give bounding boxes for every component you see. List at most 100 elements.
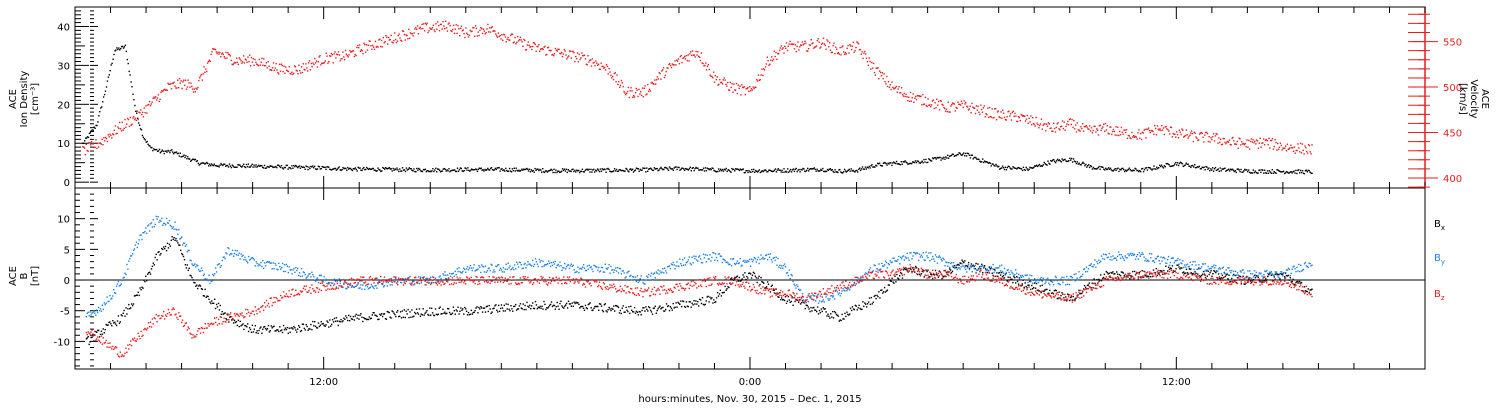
b-bx-point <box>916 273 919 276</box>
velocity-point <box>708 68 710 71</box>
density-point <box>363 166 365 169</box>
b-by-point <box>486 270 489 272</box>
velocity-point <box>358 47 360 49</box>
b-bx-point <box>248 327 251 329</box>
b-bx-point <box>517 308 520 310</box>
velocity-point <box>910 100 913 102</box>
b-bx-point <box>1163 269 1165 272</box>
b-by-point <box>514 264 516 266</box>
velocity-point <box>226 57 228 59</box>
density-point <box>1206 166 1208 168</box>
b-bx-point <box>840 319 842 322</box>
velocity-point <box>367 44 370 46</box>
b-bx-point <box>498 310 501 312</box>
density-point <box>233 166 235 168</box>
density-point <box>642 167 644 169</box>
density-point <box>879 164 882 167</box>
b-bx-point <box>1043 290 1045 292</box>
b-bx-point <box>1066 293 1069 295</box>
b-bx-point <box>1049 289 1051 292</box>
velocity-point <box>736 92 739 95</box>
b-bx-point <box>418 308 421 310</box>
b-bx-point <box>937 276 940 278</box>
density-point <box>628 171 630 173</box>
velocity-point <box>676 60 679 62</box>
b-bx-point <box>1087 284 1090 286</box>
b-bx-point <box>716 292 719 294</box>
density-point <box>1216 169 1219 171</box>
density-point <box>1180 162 1183 164</box>
velocity-point <box>412 35 414 37</box>
velocity-point <box>554 47 557 50</box>
b-by-point <box>546 263 548 266</box>
b-bx-point <box>675 302 677 304</box>
density-point <box>929 159 931 161</box>
density-point <box>1187 163 1189 165</box>
b-bx-point <box>367 318 370 321</box>
density-point <box>806 169 808 171</box>
velocity-point <box>331 54 333 56</box>
velocity-point <box>601 65 603 68</box>
density-point <box>849 170 851 172</box>
b-by-point <box>571 265 573 268</box>
velocity-point <box>939 100 942 102</box>
density-point <box>386 168 389 170</box>
b-bx-point <box>247 330 250 333</box>
b-bx-point <box>737 280 739 282</box>
density-point <box>890 162 892 164</box>
density-point <box>1025 166 1027 169</box>
density-point <box>1241 171 1243 173</box>
density-point <box>1035 165 1037 167</box>
density-point <box>933 157 936 159</box>
velocity-point <box>200 73 203 76</box>
b-bx-point <box>98 336 101 338</box>
velocity-point <box>369 40 371 42</box>
velocity-point <box>584 58 587 60</box>
density-point <box>240 165 242 168</box>
density-point <box>832 170 834 173</box>
velocity-point <box>401 40 403 42</box>
density-point <box>749 171 751 173</box>
velocity-point <box>525 48 528 51</box>
velocity-point <box>501 34 503 36</box>
velocity-point <box>1234 143 1236 145</box>
density-point <box>1287 172 1290 174</box>
b-bx-point <box>972 264 974 266</box>
b-bx-point <box>496 309 498 311</box>
velocity-point <box>561 55 564 58</box>
density-point <box>597 169 600 171</box>
velocity-point <box>636 89 638 91</box>
velocity-point <box>787 45 789 47</box>
b-bx-point <box>922 269 924 271</box>
density-point <box>260 164 262 167</box>
b-bx-point <box>525 308 527 311</box>
velocity-point <box>661 70 663 72</box>
b-bx-point <box>1200 276 1202 278</box>
velocity-point <box>408 28 410 31</box>
b-by-point <box>203 273 205 275</box>
b-by-point <box>549 265 552 268</box>
b-bx-point <box>1041 284 1043 286</box>
b-bx-point <box>120 314 122 316</box>
density-point <box>595 169 597 171</box>
density-point <box>1077 163 1079 165</box>
b-by-point <box>227 247 229 249</box>
density-point <box>1249 172 1252 174</box>
density-point <box>464 167 466 169</box>
density-point <box>995 163 997 166</box>
density-point <box>1239 171 1241 173</box>
b-by-point <box>617 272 620 274</box>
density-point <box>1174 163 1176 165</box>
b-bx-point <box>550 301 553 303</box>
b-bx-point <box>365 318 368 321</box>
velocity-point <box>246 61 248 63</box>
velocity-point <box>115 133 117 135</box>
b-by-point <box>399 281 402 284</box>
density-point <box>511 168 514 170</box>
density-point <box>238 164 240 166</box>
density-point <box>639 168 641 171</box>
b-bx-point <box>715 301 717 303</box>
velocity-point <box>434 30 436 33</box>
density-point <box>234 166 236 168</box>
b-by-point <box>615 270 618 272</box>
